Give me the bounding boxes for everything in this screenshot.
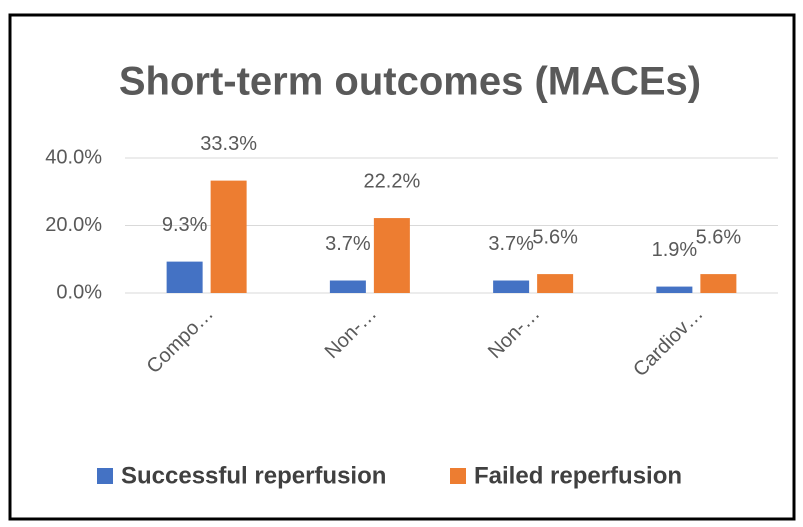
legend-label: Failed reperfusion xyxy=(474,462,682,489)
y-tick-label: 20.0% xyxy=(45,214,102,236)
bar xyxy=(493,280,530,293)
value-label: 9.3% xyxy=(162,214,208,236)
value-label: 5.6% xyxy=(532,226,578,248)
bar xyxy=(329,280,366,293)
bar xyxy=(700,274,737,293)
bar xyxy=(656,286,693,293)
bar xyxy=(166,261,203,293)
y-tick-label: 0.0% xyxy=(56,281,102,303)
value-label: 22.2% xyxy=(364,170,421,192)
value-label: 3.7% xyxy=(325,233,371,255)
y-tick-label: 40.0% xyxy=(45,146,102,168)
bar xyxy=(537,274,574,293)
chart-title: Short-term outcomes (MACEs) xyxy=(119,60,701,104)
legend-swatch xyxy=(97,468,113,484)
bar xyxy=(373,218,410,293)
legend-label: Successful reperfusion xyxy=(121,462,386,489)
value-label: 3.7% xyxy=(488,233,534,255)
value-label: 33.3% xyxy=(200,133,257,155)
legend-swatch xyxy=(450,468,466,484)
value-label: 5.6% xyxy=(696,226,742,248)
bar xyxy=(210,180,247,293)
value-label: 1.9% xyxy=(652,239,698,261)
